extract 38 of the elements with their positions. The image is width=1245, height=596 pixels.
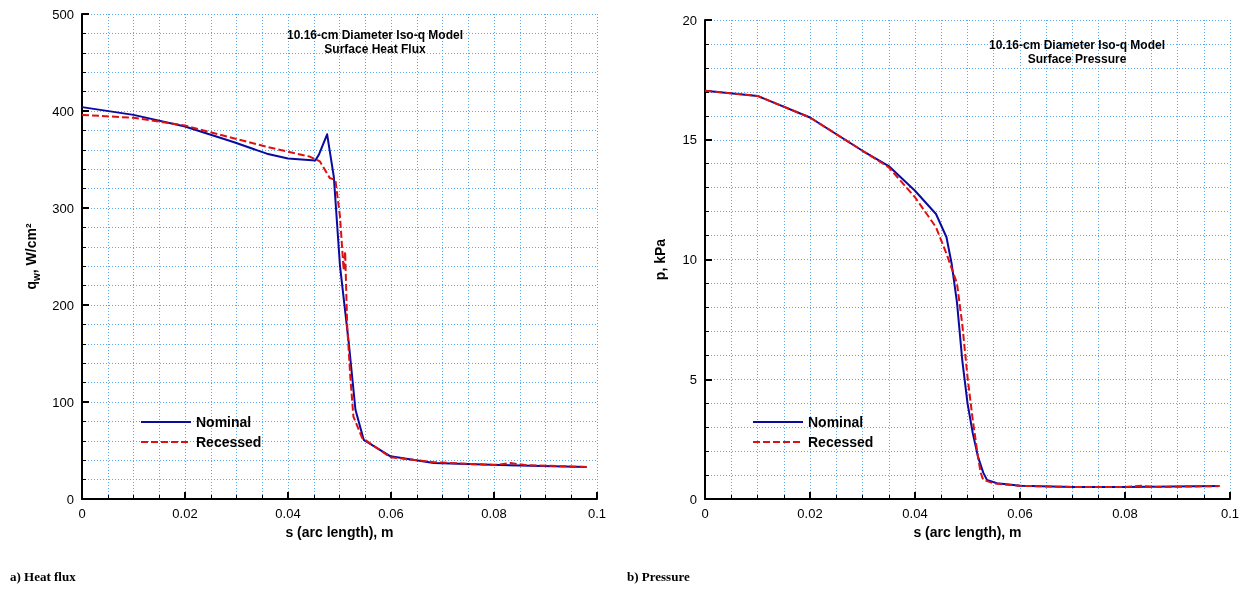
text: 10.16-cm Diameter Iso-q Model bbox=[988, 38, 1166, 52]
y-tick-label: 0 bbox=[66, 491, 74, 507]
y-axis-title: qw, W/cm² bbox=[23, 223, 42, 290]
x-tick-label: 0.06 bbox=[378, 506, 404, 521]
y-tick-label: 300 bbox=[52, 200, 74, 216]
y-tick-label: 15 bbox=[682, 132, 697, 148]
text: b) Pressure bbox=[627, 569, 690, 584]
legend-label: Recessed bbox=[808, 434, 874, 450]
x-tick-label: 0 bbox=[78, 506, 86, 521]
text: Surface Heat Flux bbox=[324, 42, 427, 56]
x-axis-title: s (arc length), m bbox=[285, 524, 394, 540]
x-tick-label: 0.04 bbox=[275, 506, 301, 521]
x-tick-label: 0.02 bbox=[172, 506, 198, 521]
y-tick-label: 200 bbox=[52, 297, 74, 313]
y-tick-label: 20 bbox=[682, 12, 697, 28]
text: Surface Pressure bbox=[1027, 52, 1127, 66]
x-tick-label: 0.02 bbox=[797, 506, 823, 521]
y-tick-label: 0 bbox=[689, 491, 697, 507]
x-tick-label: 0.1 bbox=[1220, 506, 1240, 521]
x-axis-title: s (arc length), m bbox=[913, 524, 1022, 540]
x-tick-label: 0.04 bbox=[902, 506, 928, 521]
text: 10.16-cm Diameter Iso-q Model bbox=[286, 28, 464, 42]
y-axis-title: p, kPa bbox=[652, 238, 668, 281]
x-tick-label: 0.1 bbox=[587, 506, 607, 521]
y-tick-label: 500 bbox=[52, 6, 74, 22]
y-tick-label: 10 bbox=[682, 252, 697, 267]
x-tick-label: 0.08 bbox=[481, 506, 507, 521]
y-tick-label: 400 bbox=[52, 103, 74, 119]
x-tick-label: 0.08 bbox=[1112, 506, 1138, 521]
legend-label: Recessed bbox=[196, 434, 262, 450]
y-tick-label: 100 bbox=[52, 394, 74, 410]
legend-label: Nominal bbox=[808, 414, 864, 430]
legend-label: Nominal bbox=[196, 414, 252, 430]
x-tick-label: 0.06 bbox=[1007, 506, 1033, 521]
text: a) Heat flux bbox=[10, 569, 77, 584]
line-series bbox=[704, 89, 1221, 489]
x-tick-label: 0 bbox=[701, 506, 709, 521]
y-tick-label: 5 bbox=[689, 371, 697, 387]
